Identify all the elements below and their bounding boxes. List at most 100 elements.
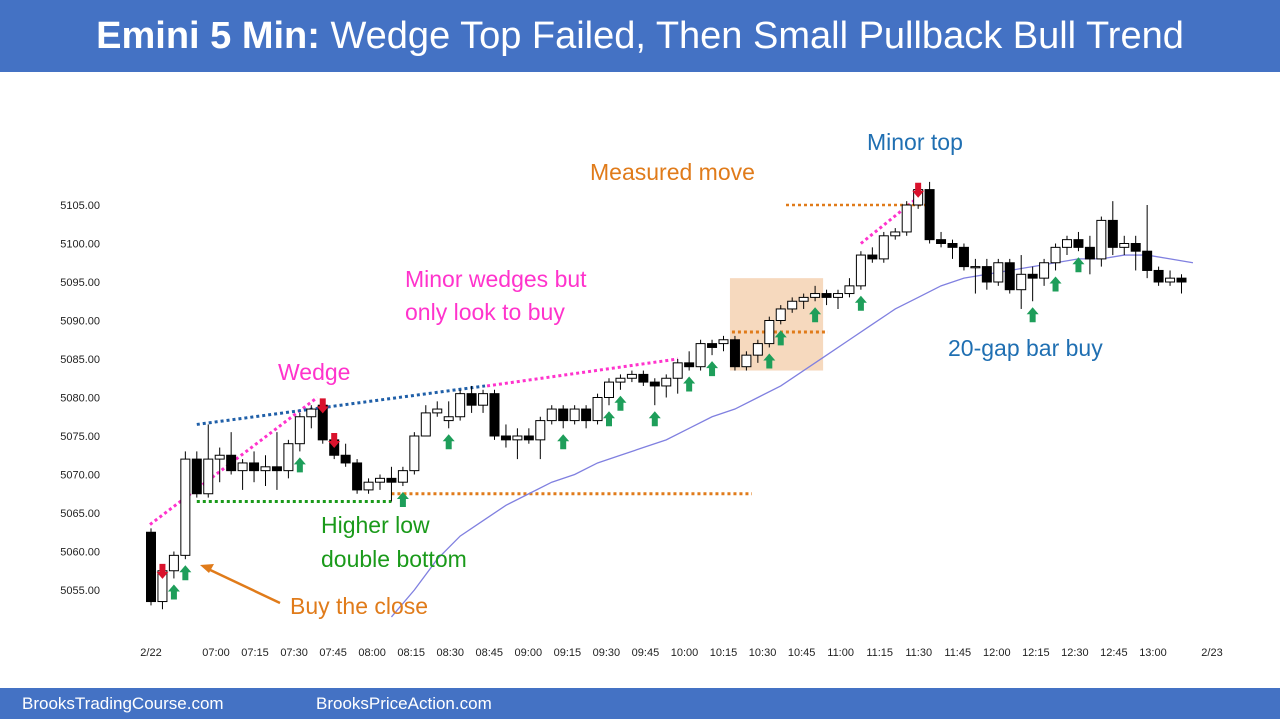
x-tick-label: 12:15	[1022, 647, 1050, 659]
y-tick-label: 5090.00	[60, 316, 100, 328]
x-tick-label: 09:30	[593, 647, 621, 659]
bull-candle	[695, 343, 706, 368]
bull-candle	[168, 554, 179, 572]
bull-candle	[1165, 277, 1176, 283]
buy-the-close-label: Buy the close	[290, 593, 428, 619]
x-tick-label: 07:00	[202, 647, 230, 659]
x-tick-label: 12:45	[1100, 647, 1128, 659]
x-tick-label: 10:30	[749, 647, 777, 659]
bear-candle	[924, 189, 935, 241]
bear-candle	[958, 246, 969, 268]
bull-candle	[569, 408, 580, 422]
buy-arrow-icon	[179, 565, 192, 581]
bull-candle	[775, 308, 786, 321]
bull-candle	[306, 408, 317, 418]
bear-candle	[581, 408, 592, 422]
bear-candle	[249, 462, 260, 472]
sell-arrow-icon	[316, 398, 329, 414]
minor-top-label: Minor top	[867, 129, 963, 155]
bear-candle	[649, 381, 660, 387]
measured-move-label: Measured move	[590, 159, 755, 185]
bull-candle	[672, 362, 683, 379]
buy-close-arrowhead-icon	[200, 564, 214, 573]
x-tick-label: 07:30	[280, 647, 308, 659]
buy-arrow-icon	[293, 457, 306, 473]
wedge-label: Wedge	[278, 359, 350, 385]
y-tick-label: 5065.00	[60, 508, 100, 520]
y-tick-label: 5085.00	[60, 354, 100, 366]
y-tick-label: 5080.00	[60, 393, 100, 405]
buy-arrow-icon	[854, 295, 867, 311]
bull-candle	[397, 470, 408, 483]
bear-candle	[466, 393, 477, 406]
bull-candle	[294, 416, 305, 445]
y-tick-label: 5070.00	[60, 470, 100, 482]
minor-wedges-label: Minor wedges but	[405, 266, 587, 292]
bull-candle	[626, 373, 637, 379]
bear-candle	[1084, 246, 1095, 260]
bear-candle	[146, 531, 156, 603]
y-tick-label: 5095.00	[60, 277, 100, 289]
x-tick-label: 10:45	[788, 647, 816, 659]
bear-candle	[500, 435, 511, 441]
bull-candle	[237, 462, 248, 472]
x-tick-label: 07:15	[241, 647, 269, 659]
bear-candle	[638, 373, 649, 383]
bull-candle	[752, 343, 763, 356]
bear-candle	[729, 339, 740, 368]
bear-candle	[1176, 277, 1187, 283]
bull-candle	[764, 320, 775, 345]
x-tick-label: 07:45	[319, 647, 347, 659]
bull-candle	[1062, 239, 1072, 248]
bull-candle	[180, 458, 191, 556]
footer-banner: BrooksTradingCourse.com BrooksPriceActio…	[0, 688, 1280, 719]
bull-candle	[741, 354, 752, 368]
bull-candle	[512, 435, 523, 441]
bull-candle	[833, 293, 843, 298]
bull-candle	[878, 235, 889, 260]
buy-arrow-icon	[763, 353, 776, 369]
x-tick-label: 09:15	[554, 647, 582, 659]
higher-low-label: Higher low	[321, 512, 430, 538]
bear-candle	[1153, 269, 1164, 283]
footer-left-link: BrooksTradingCourse.com	[22, 694, 224, 713]
buy-close-pointer	[205, 566, 281, 605]
bear-candle	[558, 408, 569, 422]
bull-candle	[1016, 273, 1027, 291]
buy-arrow-icon	[1026, 307, 1039, 323]
x-tick-label: 11:30	[905, 647, 932, 659]
bear-candle	[947, 243, 958, 248]
bear-candle	[1004, 262, 1015, 291]
bear-candle	[523, 435, 534, 441]
bull-candle	[214, 454, 225, 460]
double-bottom-label: double bottom	[321, 546, 467, 572]
bull-candle	[363, 481, 374, 491]
bull-candle	[1039, 262, 1050, 279]
bull-candle	[535, 420, 546, 441]
buy-arrow-icon	[1072, 257, 1085, 273]
bull-candle	[1050, 246, 1061, 264]
bull-candle	[855, 254, 866, 287]
price-chart: 5055.00 5060.00 5065.00 5070.00 5075.00 5080.…	[60, 129, 1222, 659]
bear-candle	[1107, 219, 1118, 248]
x-tick-label: 10:15	[710, 647, 738, 659]
buy-arrow-icon	[1049, 276, 1062, 292]
buy-arrow-icon	[603, 411, 615, 427]
x-tick-label: 2/23	[1201, 647, 1222, 659]
title-text: Wedge Top Failed, Then Small Pullback Bu…	[330, 15, 1184, 57]
buy-arrow-icon	[706, 361, 719, 377]
bull-candle	[455, 393, 466, 418]
buy-arrow-icon	[809, 307, 822, 323]
x-tick-label: 09:00	[515, 647, 543, 659]
footer-right-link: BrooksPriceAction.com	[316, 694, 492, 713]
bear-candle	[821, 293, 832, 298]
bear-candle	[352, 462, 363, 491]
x-tick-label: 13:00	[1139, 647, 1167, 659]
bull-candle	[1096, 219, 1107, 260]
buy-arrow-icon	[396, 492, 409, 508]
bull-candle	[844, 285, 855, 295]
bull-candle	[420, 412, 431, 437]
bull-candle	[970, 266, 981, 269]
buy-arrow-icon	[442, 434, 455, 450]
bull-candle	[604, 381, 614, 399]
